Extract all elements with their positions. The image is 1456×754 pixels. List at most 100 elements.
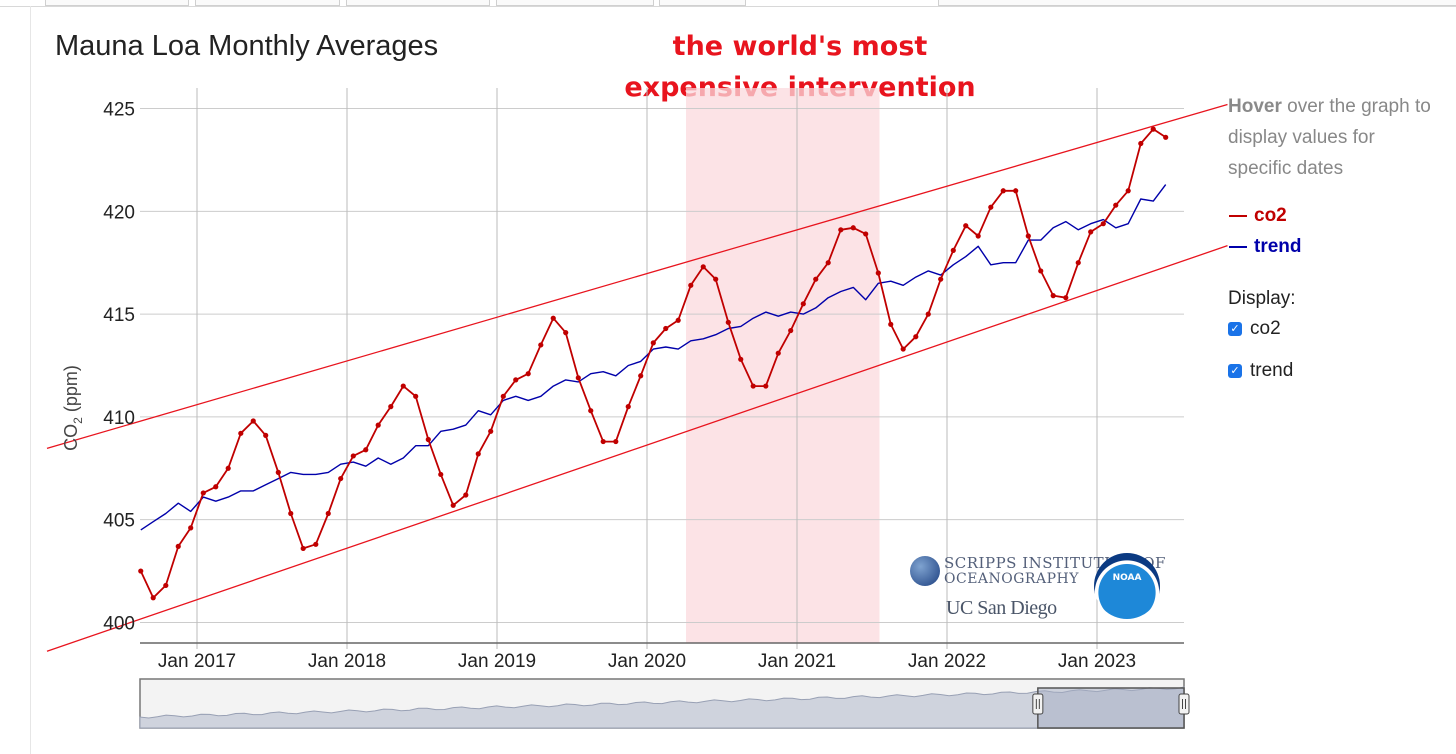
tab-strip: [0, 0, 1456, 7]
data-point-co2: [200, 490, 206, 496]
data-point-co2: [488, 428, 494, 434]
data-point-co2: [350, 453, 356, 459]
checkbox-co2-label: co2: [1250, 318, 1281, 339]
navigator-handle-right[interactable]: [1178, 693, 1190, 715]
data-point-co2: [888, 321, 894, 327]
y-tick-label: 425: [103, 100, 135, 121]
lower-channel-line: [46, 245, 1228, 652]
tab-5[interactable]: [659, 0, 746, 6]
data-point-co2: [325, 510, 331, 517]
ucsd-logo: UC San Diego: [946, 597, 1057, 619]
hover-help-bold: Hover: [1228, 96, 1282, 117]
data-point-co2: [963, 223, 969, 229]
legend-item-trend[interactable]: trend: [1229, 236, 1302, 258]
data-point-co2: [713, 276, 719, 282]
tab-2[interactable]: [195, 0, 340, 6]
x-tick-label: Jan 2017: [158, 651, 236, 672]
data-point-co2: [913, 334, 919, 340]
legend-co2-swatch: [1229, 214, 1247, 217]
data-point-co2: [813, 276, 819, 282]
data-point-co2: [588, 408, 594, 414]
data-point-co2: [625, 404, 631, 410]
checkbox-trend-label: trend: [1250, 360, 1294, 381]
data-point-co2: [663, 325, 669, 332]
shaded-region: [686, 88, 880, 643]
legend-trend-label: trend: [1254, 236, 1302, 257]
y-tick-label: 405: [103, 511, 135, 532]
handle-grip: [1178, 693, 1190, 715]
data-point-co2: [550, 315, 556, 321]
data-point-co2: [675, 317, 681, 323]
data-point-co2: [438, 471, 444, 478]
data-point-co2: [313, 541, 319, 547]
data-point-co2: [938, 276, 944, 282]
data-point-co2: [300, 545, 306, 552]
data-point-co2: [575, 375, 581, 381]
data-point-co2: [363, 447, 369, 453]
navigator-area: [139, 686, 1185, 729]
x-tick-label: Jan 2019: [458, 651, 536, 672]
data-point-co2: [238, 430, 244, 436]
data-point-co2: [1125, 188, 1131, 194]
data-point-co2: [338, 475, 344, 482]
data-point-co2: [138, 568, 144, 574]
tab-3[interactable]: [346, 0, 490, 6]
handle-grip: [1032, 693, 1044, 715]
x-tick-label: Jan 2018: [308, 651, 386, 672]
data-point-co2: [1088, 229, 1094, 235]
data-point-co2: [688, 282, 694, 288]
x-tick-label: Jan 2023: [1058, 651, 1136, 672]
data-point-co2: [1163, 134, 1169, 140]
data-point-co2: [263, 432, 269, 438]
legend-item-co2[interactable]: co2: [1229, 205, 1287, 227]
data-point-co2: [925, 311, 931, 317]
data-point-co2: [600, 438, 606, 445]
data-point-co2: [250, 418, 256, 424]
panel-edge: [30, 6, 31, 754]
checkbox-co2[interactable]: ✓ co2: [1228, 318, 1281, 340]
tab-6[interactable]: [938, 0, 1456, 6]
navigator-handle-left[interactable]: [1032, 693, 1044, 715]
y-axis-label: CO2 (ppm): [61, 365, 85, 451]
y-axis-label-sub: 2: [71, 417, 85, 424]
data-point-co2: [1013, 188, 1019, 194]
hover-help: Hover over the graph to display values f…: [1228, 91, 1443, 184]
data-point-co2: [750, 383, 756, 389]
data-point-co2: [838, 227, 844, 233]
series-line-trend: [140, 184, 1167, 531]
data-point-co2: [875, 270, 881, 276]
data-point-co2: [163, 582, 169, 589]
data-point-co2: [863, 231, 869, 237]
check-icon[interactable]: ✓: [1228, 364, 1242, 378]
y-tick-label: 400: [103, 613, 135, 634]
data-point-co2: [463, 492, 469, 498]
noaa-seal-icon: NOAA: [1094, 553, 1160, 619]
data-point-co2: [288, 510, 294, 517]
data-point-co2: [425, 436, 431, 443]
data-point-co2: [1150, 126, 1156, 132]
data-point-co2: [388, 404, 394, 410]
data-point-co2: [1075, 260, 1081, 266]
data-point-co2: [988, 204, 994, 210]
hover-help-text: over the graph to display values for spe…: [1228, 96, 1431, 179]
tab-1[interactable]: [45, 0, 189, 6]
x-tick-label: Jan 2022: [908, 651, 986, 672]
data-point-co2: [413, 393, 419, 399]
data-point-co2: [563, 330, 569, 336]
data-point-co2: [150, 595, 156, 601]
data-point-co2: [275, 469, 281, 475]
checkbox-trend[interactable]: ✓ trend: [1228, 360, 1293, 382]
y-tick-label: 410: [103, 408, 135, 429]
data-point-co2: [1063, 295, 1069, 301]
data-point-co2: [650, 340, 656, 346]
data-point-co2: [950, 247, 956, 253]
data-point-co2: [850, 225, 856, 231]
chart-title: Mauna Loa Monthly Averages: [55, 30, 439, 62]
navigator-window[interactable]: [1037, 687, 1185, 729]
data-point-co2: [1025, 233, 1031, 239]
check-icon[interactable]: ✓: [1228, 322, 1242, 336]
data-point-co2: [1100, 221, 1106, 227]
tab-4[interactable]: [496, 0, 654, 6]
